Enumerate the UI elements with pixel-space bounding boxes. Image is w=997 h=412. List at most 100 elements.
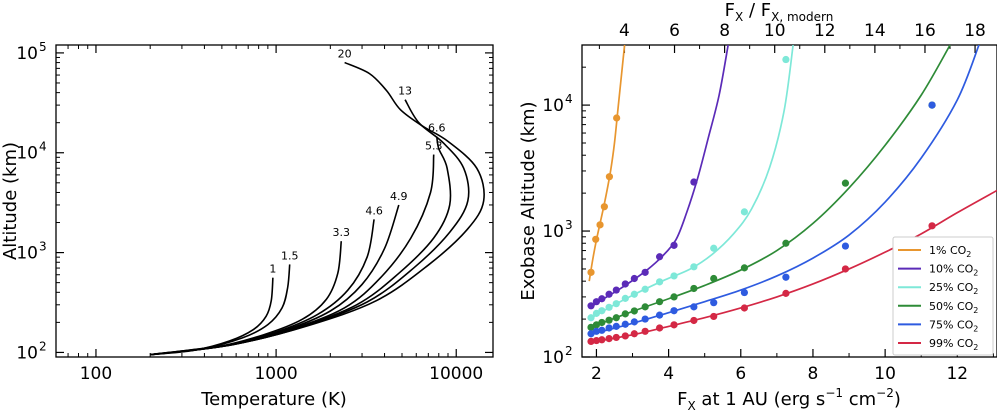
left-y-tick-label: 10 bbox=[16, 44, 38, 64]
right-data-point bbox=[655, 298, 664, 306]
right-data-point bbox=[596, 221, 604, 229]
legend-label: 75% CO2 bbox=[929, 318, 978, 333]
right-data-point bbox=[630, 274, 638, 283]
left-y-tick-exponent: 5 bbox=[39, 40, 47, 54]
right-x-label-sub: X bbox=[687, 399, 695, 412]
top-x-label-f: F bbox=[725, 0, 735, 21]
right-data-point bbox=[740, 208, 748, 216]
left-curve-label: 20 bbox=[338, 48, 352, 61]
top-x-axis-label: FX / FX, modern bbox=[725, 0, 834, 24]
right-data-point bbox=[670, 307, 678, 315]
right-data-point bbox=[690, 178, 698, 186]
left-curve-label: 3.3 bbox=[333, 226, 351, 239]
right-y-tick-label: 10 bbox=[542, 96, 564, 116]
right-data-point bbox=[587, 330, 595, 338]
legend: 1% CO2 10% CO2 25% CO2 50% CO2 75% CO2 99% CO… bbox=[892, 236, 994, 356]
right-x-tick-label: 6 bbox=[735, 364, 746, 384]
right-data-point bbox=[587, 337, 595, 346]
right-x-axis-label: FX at 1 AU (erg s−1 cm−2) bbox=[677, 386, 901, 412]
right-data-point bbox=[592, 235, 600, 243]
right-y-tick-exponent: 4 bbox=[565, 92, 573, 106]
left-curve-label: 1.5 bbox=[281, 249, 299, 262]
right-data-point bbox=[690, 303, 698, 311]
right-data-point bbox=[587, 314, 595, 322]
right-y-tick-label: 10 bbox=[542, 348, 564, 368]
right-data-point bbox=[605, 173, 614, 181]
right-data-point bbox=[690, 284, 698, 293]
legend-label: 50% CO2 bbox=[929, 300, 978, 315]
top-x-label-sub1: X bbox=[735, 10, 743, 24]
right-data-point bbox=[587, 323, 595, 331]
top-x-tick-label: 14 bbox=[864, 21, 886, 41]
right-data-point bbox=[710, 312, 718, 321]
left-y-tick-label: 10 bbox=[16, 144, 38, 164]
right-data-point bbox=[710, 244, 718, 252]
right-data-point bbox=[782, 239, 790, 247]
right-data-point bbox=[630, 290, 638, 298]
top-x-tick-label: 4 bbox=[619, 21, 630, 41]
left-curve-13 bbox=[150, 99, 470, 356]
right-y-axis-label: Exobase Altitude (km) bbox=[518, 101, 539, 300]
right-data-point bbox=[592, 327, 601, 335]
right-data-point bbox=[740, 264, 748, 272]
left-curves bbox=[150, 61, 485, 356]
left-curve-label: 6.6 bbox=[428, 122, 446, 135]
right-data-point bbox=[612, 333, 620, 342]
right-data-point bbox=[598, 326, 606, 334]
legend-box bbox=[892, 236, 994, 356]
right-data-point bbox=[655, 253, 664, 261]
left-curve-label: 4.9 bbox=[390, 190, 408, 203]
right-data-point bbox=[655, 324, 664, 332]
left-curve-label: 5.3 bbox=[425, 140, 443, 153]
right-data-point bbox=[782, 289, 790, 297]
left-curve-label: 4.6 bbox=[365, 204, 383, 217]
right-data-point bbox=[605, 324, 613, 332]
right-data-point bbox=[592, 321, 601, 329]
right-curves bbox=[587, 45, 997, 346]
right-curve bbox=[588, 45, 626, 282]
right-data-point bbox=[612, 314, 620, 322]
left-x-tick-label: 10000 bbox=[429, 364, 483, 384]
right-data-point bbox=[670, 321, 678, 329]
right-data-point bbox=[641, 315, 649, 323]
right-x-tick-label: 12 bbox=[946, 364, 968, 384]
right-data-point bbox=[621, 310, 629, 318]
top-x-tick-label: 12 bbox=[814, 21, 836, 41]
right-data-point bbox=[592, 336, 601, 345]
right-data-point bbox=[740, 288, 748, 297]
right-data-point bbox=[841, 242, 850, 250]
right-data-point bbox=[605, 316, 613, 324]
right-data-point bbox=[592, 309, 601, 317]
right-data-point bbox=[621, 280, 629, 288]
left-y-tick-label: 10 bbox=[16, 343, 38, 363]
right-data-point bbox=[641, 327, 649, 335]
right-curve bbox=[589, 189, 997, 344]
legend-items: 1% CO2 10% CO2 25% CO2 50% CO2 75% CO2 99% CO… bbox=[898, 244, 978, 352]
right-data-point bbox=[782, 55, 790, 64]
right-data-point bbox=[710, 299, 718, 307]
right-y-tick-exponent: 3 bbox=[565, 218, 573, 232]
right-data-point bbox=[690, 316, 698, 325]
right-x-label-rest: at 1 AU (erg s bbox=[696, 389, 826, 410]
left-y-tick-exponent: 3 bbox=[39, 240, 47, 254]
right-data-point bbox=[587, 268, 595, 276]
right-data-point bbox=[621, 332, 629, 340]
right-y-tick-label: 10 bbox=[542, 222, 564, 242]
top-x-tick-label: 8 bbox=[719, 21, 730, 41]
left-curve-label: 13 bbox=[398, 85, 412, 98]
right-data-point bbox=[670, 293, 678, 301]
legend-label: 25% CO2 bbox=[929, 281, 978, 296]
right-data-point bbox=[655, 311, 664, 319]
right-data-point bbox=[928, 101, 936, 109]
right-data-point bbox=[605, 334, 613, 343]
left-x-axis-label: Temperature (K) bbox=[200, 389, 347, 410]
left-x-tick-label: 1000 bbox=[254, 364, 297, 384]
right-x-label-f: F bbox=[677, 389, 687, 410]
right-data-point bbox=[605, 290, 613, 298]
right-x-tick-label: 8 bbox=[808, 364, 819, 384]
legend-label: 99% CO2 bbox=[929, 337, 978, 352]
right-x-tick-label: 4 bbox=[663, 364, 674, 384]
